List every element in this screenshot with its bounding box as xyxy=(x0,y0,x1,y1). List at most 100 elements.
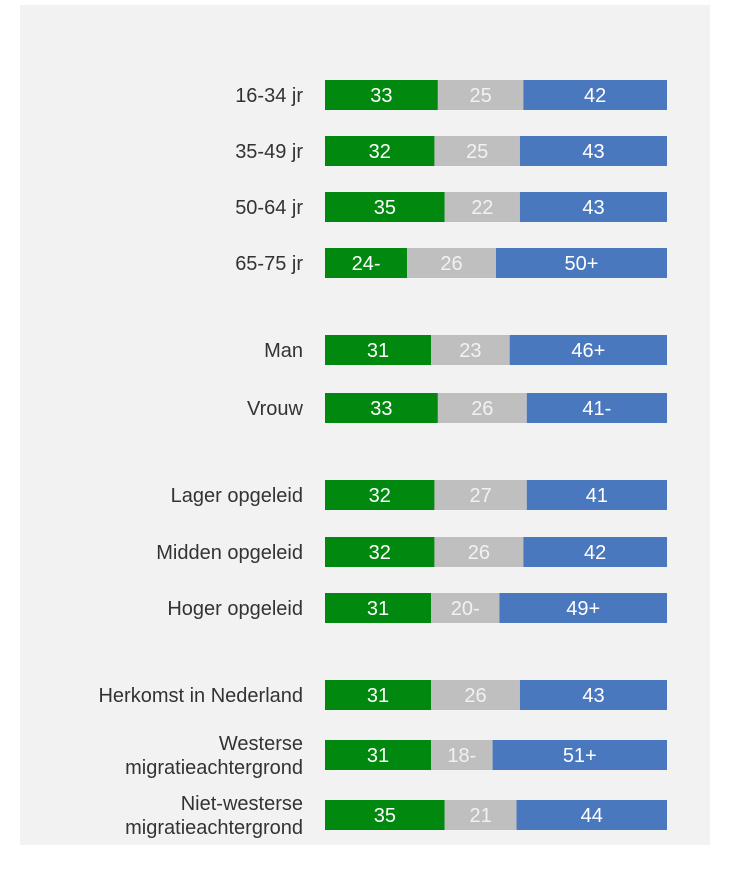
row-label: Midden opgeleid xyxy=(156,542,303,564)
row-label: Vrouw xyxy=(247,398,304,420)
data-label-neutral: 25 xyxy=(469,85,491,107)
data-label-negative: 42 xyxy=(584,85,606,107)
row-label-line: Herkomst in Nederland xyxy=(98,685,303,707)
bar-segment-neutral xyxy=(431,593,500,623)
bar-segment-negative xyxy=(526,393,667,423)
row-label-line: Hoger opgeleid xyxy=(167,598,303,620)
bar-segment-positive xyxy=(325,136,435,166)
row-label: 16-34 jr xyxy=(235,85,303,107)
data-label-positive: 32 xyxy=(369,542,391,564)
row-label-line: Midden opgeleid xyxy=(156,542,303,564)
bar-segment-negative xyxy=(519,192,667,222)
bar-segment-negative xyxy=(523,80,667,110)
row-label-line: Westerse xyxy=(219,733,303,755)
bar-row: 50-64 jr 35 22 43 xyxy=(235,192,667,222)
bar-segment-negative xyxy=(519,136,667,166)
data-label-negative: 41 xyxy=(586,485,608,507)
bar-row: 35-49 jr 32 25 43 xyxy=(235,136,667,166)
data-label-positive: 31 xyxy=(367,745,389,767)
chart-panel: 16-34 jr 33 25 42 35-49 jr 32 25 43 50-64 jr 35 22… xyxy=(20,5,710,845)
row-label-line: Niet-westerse xyxy=(181,793,303,815)
bar-segment-negative xyxy=(492,740,667,770)
bar-segment-positive xyxy=(325,192,445,222)
bar-segment-negative xyxy=(523,537,667,567)
data-label-positive: 35 xyxy=(374,805,396,827)
row-label: Niet-westerse migratieachtergrond xyxy=(125,793,303,839)
data-label-positive: 32 xyxy=(369,141,391,163)
bar-segment-neutral xyxy=(431,335,510,365)
row-label-line: Lager opgeleid xyxy=(171,485,303,507)
row-label-line: Man xyxy=(264,340,303,362)
bar-segment-negative xyxy=(526,480,667,510)
row-label: Herkomst in Nederland xyxy=(98,685,303,707)
row-label: Westerse migratieachtergrond xyxy=(125,733,303,779)
data-label-neutral: 26 xyxy=(471,398,493,420)
data-label-neutral: 26 xyxy=(464,685,486,707)
row-label: Man xyxy=(264,340,303,362)
bar-segment-positive xyxy=(325,393,438,423)
data-label-neutral: 26 xyxy=(468,542,490,564)
bar-segment-positive xyxy=(325,740,432,770)
bar-segment-neutral xyxy=(434,480,527,510)
data-label-negative: 50+ xyxy=(565,253,599,275)
row-label-line: 16-34 jr xyxy=(235,85,303,107)
bar-row: Hoger opgeleid 31 20- 49+ xyxy=(167,593,667,623)
row-label: Hoger opgeleid xyxy=(167,598,303,620)
data-label-neutral: 18- xyxy=(447,745,476,767)
bar-segment-neutral xyxy=(407,248,496,278)
data-label-negative: 44 xyxy=(581,805,603,827)
row-label: Lager opgeleid xyxy=(171,485,303,507)
bar-segment-positive xyxy=(325,800,445,830)
data-label-neutral: 22 xyxy=(471,197,493,219)
row-label: 65-75 jr xyxy=(235,253,303,275)
bar-segment-neutral xyxy=(431,680,520,710)
bar-row: Westerse migratieachtergrond 31 18- 51+ xyxy=(125,733,667,779)
data-label-neutral: 20- xyxy=(451,598,480,620)
data-label-negative: 46+ xyxy=(571,340,605,362)
bar-segment-positive xyxy=(325,248,408,278)
bar-row: 16-34 jr 33 25 42 xyxy=(235,80,667,110)
data-label-negative: 43 xyxy=(582,685,604,707)
bar-segment-positive xyxy=(325,335,432,365)
bar-segment-negative xyxy=(509,335,667,365)
bar-segment-positive xyxy=(325,593,432,623)
data-label-neutral: 27 xyxy=(469,485,491,507)
stacked-bar-chart: 16-34 jr 33 25 42 35-49 jr 32 25 43 50-64 jr 35 22… xyxy=(98,80,667,839)
bar-segment-negative xyxy=(496,248,667,278)
bar-segment-neutral xyxy=(434,136,520,166)
bar-segment-negative xyxy=(519,680,667,710)
data-label-negative: 51+ xyxy=(563,745,597,767)
bar-row: Niet-westerse migratieachtergrond 35 21 44 xyxy=(125,793,667,839)
data-label-neutral: 25 xyxy=(466,141,488,163)
row-label-line: 35-49 jr xyxy=(235,141,303,163)
data-label-positive: 35 xyxy=(374,197,396,219)
bar-segment-negative xyxy=(516,800,667,830)
bar-row: 65-75 jr 24- 26 50+ xyxy=(235,248,667,278)
bar-segment-negative xyxy=(499,593,667,623)
row-label-line: 50-64 jr xyxy=(235,197,303,219)
row-label-line: migratieachtergrond xyxy=(125,757,303,779)
data-label-negative: 41- xyxy=(582,398,611,420)
data-label-negative: 43 xyxy=(582,197,604,219)
data-label-negative: 49+ xyxy=(566,598,600,620)
bar-segment-neutral xyxy=(444,192,520,222)
data-label-positive: 33 xyxy=(370,398,392,420)
bar-row: Midden opgeleid 32 26 42 xyxy=(156,537,667,567)
bar-row: Lager opgeleid 32 27 41 xyxy=(171,480,667,510)
bar-segment-neutral xyxy=(437,393,527,423)
data-label-positive: 32 xyxy=(369,485,391,507)
data-label-neutral: 23 xyxy=(459,340,481,362)
data-label-negative: 43 xyxy=(582,141,604,163)
bar-row: Man 31 23 46+ xyxy=(264,335,667,365)
bar-segment-neutral xyxy=(437,80,524,110)
bar-segment-positive xyxy=(325,480,435,510)
data-label-positive: 33 xyxy=(370,85,392,107)
bar-segment-positive xyxy=(325,680,432,710)
bar-segment-neutral xyxy=(431,740,493,770)
bar-segment-positive xyxy=(325,80,438,110)
bar-segment-neutral xyxy=(444,800,517,830)
row-label: 50-64 jr xyxy=(235,197,303,219)
bar-segment-positive xyxy=(325,537,435,567)
data-label-positive: 31 xyxy=(367,685,389,707)
bar-segment-neutral xyxy=(434,537,524,567)
